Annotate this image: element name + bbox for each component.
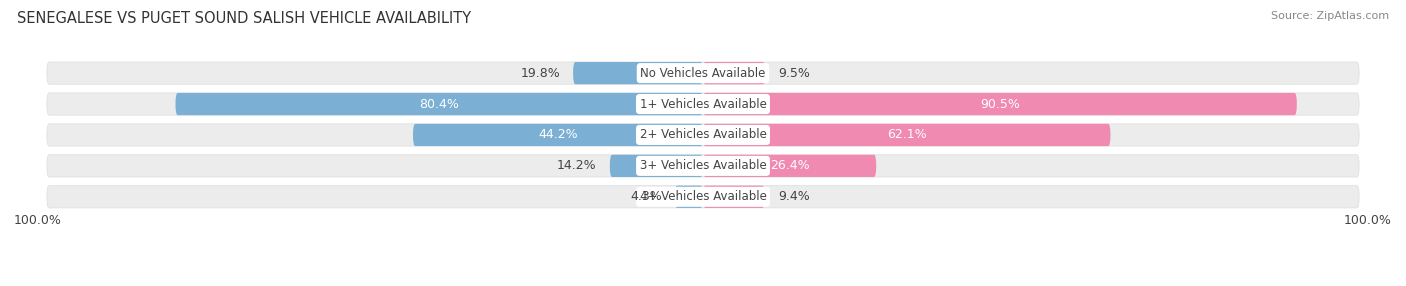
- Text: SENEGALESE VS PUGET SOUND SALISH VEHICLE AVAILABILITY: SENEGALESE VS PUGET SOUND SALISH VEHICLE…: [17, 11, 471, 26]
- FancyBboxPatch shape: [675, 186, 703, 208]
- Text: 14.2%: 14.2%: [557, 159, 596, 172]
- FancyBboxPatch shape: [703, 186, 765, 208]
- FancyBboxPatch shape: [176, 93, 703, 115]
- Text: 44.2%: 44.2%: [538, 128, 578, 142]
- FancyBboxPatch shape: [703, 93, 1296, 115]
- Text: 19.8%: 19.8%: [520, 67, 560, 80]
- FancyBboxPatch shape: [574, 62, 703, 84]
- FancyBboxPatch shape: [46, 155, 1360, 177]
- Text: 3+ Vehicles Available: 3+ Vehicles Available: [640, 159, 766, 172]
- FancyBboxPatch shape: [703, 124, 1111, 146]
- FancyBboxPatch shape: [46, 186, 1360, 208]
- Text: Source: ZipAtlas.com: Source: ZipAtlas.com: [1271, 11, 1389, 21]
- FancyBboxPatch shape: [46, 93, 1360, 115]
- Text: 1+ Vehicles Available: 1+ Vehicles Available: [640, 98, 766, 111]
- FancyBboxPatch shape: [703, 62, 765, 84]
- Text: 26.4%: 26.4%: [770, 159, 810, 172]
- Text: 9.5%: 9.5%: [779, 67, 810, 80]
- Text: 9.4%: 9.4%: [778, 190, 810, 203]
- FancyBboxPatch shape: [46, 62, 1360, 84]
- Text: 80.4%: 80.4%: [419, 98, 460, 111]
- FancyBboxPatch shape: [413, 124, 703, 146]
- FancyBboxPatch shape: [46, 124, 1360, 146]
- Text: 4.3%: 4.3%: [630, 190, 662, 203]
- FancyBboxPatch shape: [610, 155, 703, 177]
- Text: 100.0%: 100.0%: [1344, 214, 1392, 227]
- Text: No Vehicles Available: No Vehicles Available: [640, 67, 766, 80]
- Text: 100.0%: 100.0%: [14, 214, 62, 227]
- Text: 4+ Vehicles Available: 4+ Vehicles Available: [640, 190, 766, 203]
- Text: 2+ Vehicles Available: 2+ Vehicles Available: [640, 128, 766, 142]
- Text: 62.1%: 62.1%: [887, 128, 927, 142]
- Legend: Senegalese, Puget Sound Salish: Senegalese, Puget Sound Salish: [578, 283, 828, 286]
- Text: 90.5%: 90.5%: [980, 98, 1019, 111]
- FancyBboxPatch shape: [703, 155, 876, 177]
